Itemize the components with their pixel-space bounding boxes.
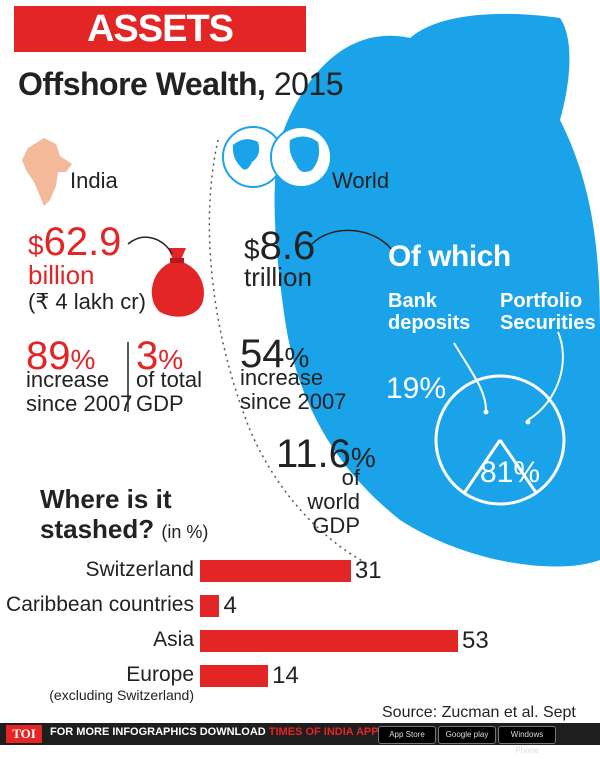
google-play-badge[interactable]: Google play	[438, 726, 496, 744]
bar-label-3: Europe	[126, 663, 194, 686]
app-store-badge[interactable]: App Store	[378, 726, 436, 744]
banner-title: ASSETS ABROAD	[14, 6, 306, 96]
world-gdp-value: 11.6%	[276, 432, 376, 476]
offshore-pie-chart	[434, 374, 566, 506]
pie-outline	[434, 374, 566, 506]
bar-label-2: Asia	[153, 628, 194, 651]
world-connector	[311, 229, 393, 251]
bar-note-3: (excluding Switzerland)	[49, 687, 194, 703]
world-amount-unit: trillion	[244, 262, 312, 292]
india-increase-value: 89%	[26, 334, 96, 378]
bag-body	[274, 13, 600, 567]
india-map-icon	[22, 138, 72, 206]
pie-slice-bank-deposits	[483, 409, 489, 415]
portfolio-callout	[527, 331, 564, 421]
windows-phone-badge[interactable]: Windows Phone	[498, 726, 556, 755]
india-gdp-value: 3%	[136, 334, 184, 378]
bar-3	[200, 665, 269, 687]
money-bag-illustration	[22, 13, 600, 567]
bar-1	[200, 595, 220, 617]
india-gdp-text: of total GDP	[136, 367, 203, 416]
bar-0	[200, 560, 351, 582]
stash-title: Where is it stashed? (in %)	[40, 484, 209, 544]
world-increase-text: increase since 2007	[240, 365, 347, 414]
world-globe-icon	[222, 126, 332, 188]
india-amount-unit: billion	[28, 260, 95, 290]
india-increase-text: increase since 2007	[26, 367, 133, 416]
pie-slice-portfolio-securities	[525, 419, 531, 425]
portfolio-securities-pct: 81%	[480, 456, 541, 489]
toi-logo: TOI	[6, 725, 42, 743]
world-amount: $8.6	[244, 224, 316, 268]
india-amount: $62.9	[28, 220, 122, 264]
bank-deposits-pct: 19%	[386, 372, 447, 405]
footer-bar: TOI FOR MORE INFOGRAPHICS DOWNLOAD TIMES…	[0, 723, 600, 755]
stash-bar-chart: Switzerland 31 Caribbean countries 4 Asia 53 E…	[0, 556, 600, 703]
page-subtitle: Offshore Wealth, 2015	[18, 66, 344, 102]
footer-promo: FOR MORE INFOGRAPHICS DOWNLOAD TIMES OF …	[50, 726, 379, 738]
bank-deposits-label: Bank deposits	[388, 290, 471, 334]
pie-slice-edge-1	[462, 439, 502, 494]
bar-value-2: 53	[462, 627, 489, 654]
world-increase-value: 54%	[240, 332, 310, 376]
bar-2	[200, 630, 458, 652]
india-amount-local: (₹ 4 lakh cr)	[28, 289, 146, 314]
world-label: World	[332, 168, 390, 193]
of-which-heading: Of which	[388, 240, 511, 273]
india-connector	[127, 236, 173, 255]
bar-label-1: Caribbean countries	[6, 593, 194, 616]
india-money-bag-icon	[151, 248, 204, 317]
world-gdp-text: of world GDP	[307, 465, 360, 538]
pie-slice-edge-0	[498, 439, 538, 494]
india-label: India	[70, 168, 118, 193]
portfolio-securities-label: Portfolio Securities	[500, 290, 596, 334]
bar-value-3: 14	[272, 662, 299, 689]
bar-value-1: 4	[223, 592, 237, 619]
bar-label-0: Switzerland	[85, 558, 194, 581]
dotted-divider	[208, 139, 371, 566]
bar-value-0: 31	[354, 557, 382, 584]
